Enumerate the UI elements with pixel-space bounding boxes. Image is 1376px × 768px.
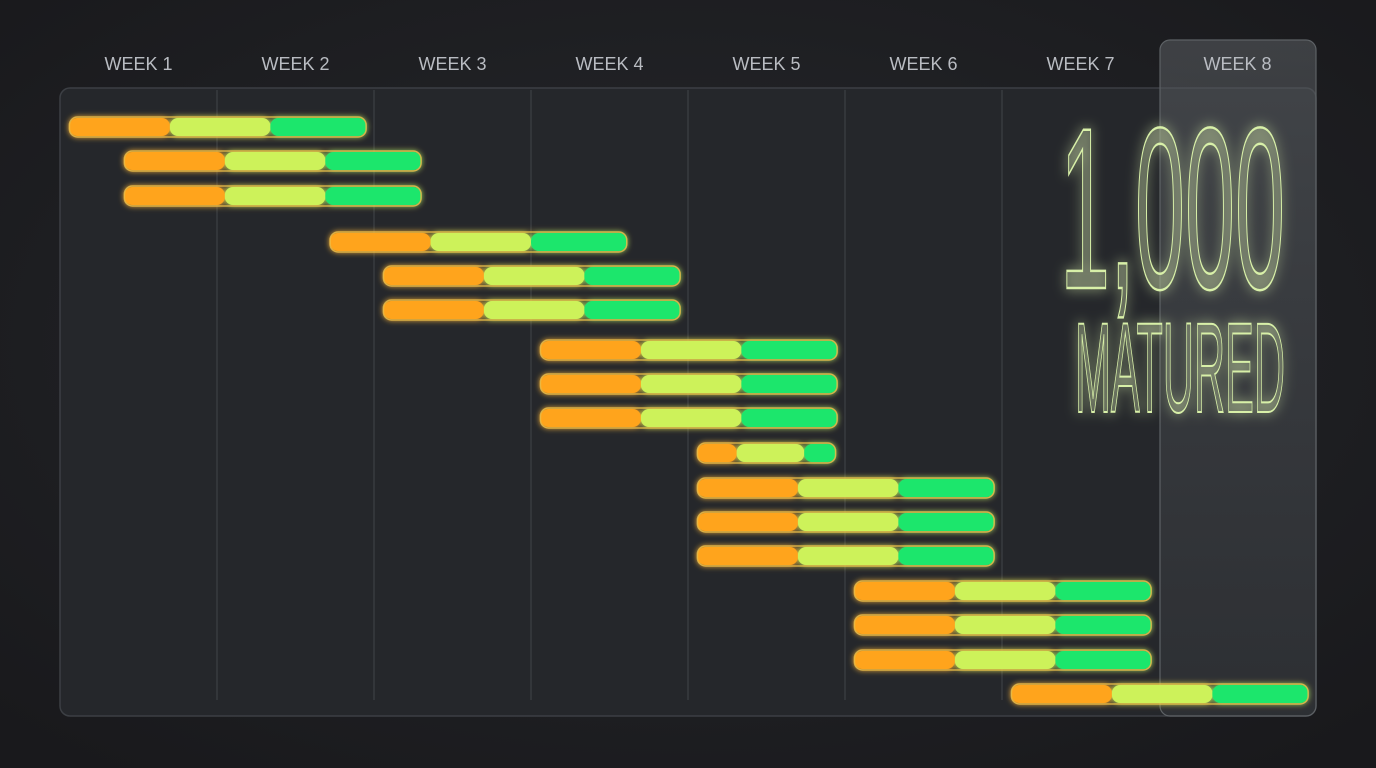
phase-segment <box>741 409 838 427</box>
task-bar <box>123 185 422 207</box>
phase-segment <box>640 409 742 427</box>
phase-segment <box>540 341 641 359</box>
phase-segment <box>697 479 798 497</box>
phase-segment <box>741 341 838 359</box>
phase-segment <box>69 118 170 136</box>
week-label: WEEK 4 <box>575 54 643 74</box>
phase-segment <box>797 479 899 497</box>
phase-segment <box>640 341 742 359</box>
phase-segment <box>854 582 955 600</box>
task-outline <box>1010 683 1309 705</box>
task-bar <box>539 407 838 429</box>
task-bar <box>1010 683 1309 705</box>
week-label: WEEK 5 <box>732 54 800 74</box>
task-bar <box>539 373 838 395</box>
phase-segment <box>224 187 326 205</box>
phase-segment <box>584 301 681 319</box>
task-outline <box>539 373 838 395</box>
phase-segment <box>124 152 225 170</box>
phase-segment <box>270 118 367 136</box>
week-label: WEEK 6 <box>889 54 957 74</box>
phase-segment <box>1055 582 1152 600</box>
big-label: MATURED <box>1075 297 1285 440</box>
task-bar <box>853 649 1152 671</box>
phase-segment <box>797 547 899 565</box>
phase-segment <box>483 267 585 285</box>
task-bar <box>123 150 422 172</box>
task-outline <box>696 477 995 499</box>
task-bar <box>382 265 681 287</box>
week-label: WEEK 8 <box>1203 54 1271 74</box>
big-annotation: 1,000 MATURED <box>1059 79 1287 441</box>
phase-segment <box>169 118 271 136</box>
phase-segment <box>584 267 681 285</box>
task-outline <box>539 339 838 361</box>
big-number: 1,000 <box>1060 80 1285 337</box>
highlight-column <box>1159 39 1317 717</box>
task-bar <box>539 339 838 361</box>
phase-segment <box>640 375 742 393</box>
phase-segment <box>483 301 585 319</box>
phase-segment <box>1011 685 1112 703</box>
task-bar <box>382 299 681 321</box>
task-bar <box>696 545 995 567</box>
task-outline <box>853 580 1152 602</box>
task-bar <box>68 116 367 138</box>
phase-segment <box>531 233 627 251</box>
phase-segment <box>854 616 955 634</box>
phase-segment <box>1055 616 1152 634</box>
phase-segment <box>325 187 422 205</box>
task-outline <box>68 116 367 138</box>
task-bar <box>696 442 837 464</box>
phase-segment <box>804 444 836 462</box>
phase-segment <box>954 616 1056 634</box>
phase-segment <box>1212 685 1309 703</box>
week-label: WEEK 7 <box>1046 54 1114 74</box>
task-outline <box>696 545 995 567</box>
task-bar <box>853 580 1152 602</box>
phase-segment <box>697 444 737 462</box>
phase-segment <box>124 187 225 205</box>
phase-segment <box>797 513 899 531</box>
phase-segment <box>1111 685 1213 703</box>
week-label: WEEK 3 <box>418 54 486 74</box>
phase-segment <box>898 513 995 531</box>
phase-segment <box>430 233 531 251</box>
phase-segment <box>325 152 422 170</box>
task-outline <box>382 265 681 287</box>
phase-segment <box>697 547 798 565</box>
phase-segment <box>736 444 805 462</box>
task-bar <box>696 511 995 533</box>
task-outline <box>329 231 628 253</box>
task-outline <box>382 299 681 321</box>
phase-segment <box>954 651 1056 669</box>
phase-segment <box>540 409 641 427</box>
task-outline <box>696 442 837 464</box>
task-bar <box>853 614 1152 636</box>
task-outline <box>123 150 422 172</box>
task-outline <box>539 407 838 429</box>
phase-segment <box>898 479 995 497</box>
week-label: WEEK 1 <box>104 54 172 74</box>
phase-segment <box>383 301 484 319</box>
phase-segment <box>383 267 484 285</box>
phase-segment <box>697 513 798 531</box>
phase-segment <box>741 375 838 393</box>
phase-segment <box>330 233 431 251</box>
task-outline <box>123 185 422 207</box>
task-bar <box>329 231 628 253</box>
phase-segment <box>854 651 955 669</box>
phase-segment <box>1055 651 1152 669</box>
task-outline <box>853 649 1152 671</box>
phase-segment <box>898 547 995 565</box>
week-label: WEEK 2 <box>261 54 329 74</box>
phase-segment <box>224 152 326 170</box>
phase-segment <box>540 375 641 393</box>
task-outline <box>853 614 1152 636</box>
task-outline <box>696 511 995 533</box>
phase-segment <box>954 582 1056 600</box>
task-bar <box>696 477 995 499</box>
